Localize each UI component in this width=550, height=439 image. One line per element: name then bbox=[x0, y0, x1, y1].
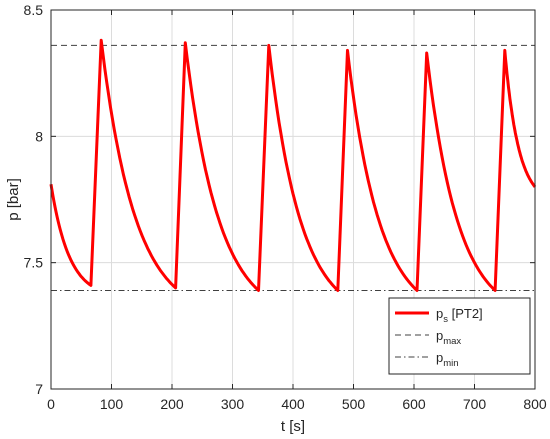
x-tick-label-500: 500 bbox=[342, 396, 366, 412]
x-tick-label-800: 800 bbox=[523, 396, 547, 412]
legend-entry-pmin: pmin bbox=[436, 350, 459, 369]
y-axis-label: p [bar] bbox=[5, 178, 22, 221]
legend: ps [PT2] pmax pmin bbox=[388, 297, 531, 375]
legend-entry-pmax: pmax bbox=[436, 328, 461, 347]
x-axis-label: t [s] bbox=[281, 418, 305, 435]
x-tick-label-100: 100 bbox=[100, 396, 124, 412]
legend-entry-ps: ps [PT2] bbox=[436, 306, 483, 325]
x-tick-label-0: 0 bbox=[47, 396, 55, 412]
x-tick-label-400: 400 bbox=[281, 396, 305, 412]
x-tick-label-200: 200 bbox=[160, 396, 184, 412]
legend-box bbox=[388, 297, 531, 375]
y-tick-label-8.5: 8.5 bbox=[24, 2, 44, 18]
y-tick-label-8: 8 bbox=[35, 128, 43, 144]
x-tick-label-300: 300 bbox=[221, 396, 245, 412]
series-line-ps-pt2 bbox=[49, 38, 537, 292]
y-tick-label-7: 7 bbox=[35, 381, 43, 397]
y-tick-label-7.5: 7.5 bbox=[24, 255, 44, 271]
reference-lines bbox=[51, 44, 535, 291]
axis-ticks: 0 100 200 300 400 500 600 700 800 7 7.5 8 8.5 bbox=[24, 2, 547, 412]
x-tick-label-700: 700 bbox=[463, 396, 487, 412]
x-tick-label-600: 600 bbox=[402, 396, 426, 412]
